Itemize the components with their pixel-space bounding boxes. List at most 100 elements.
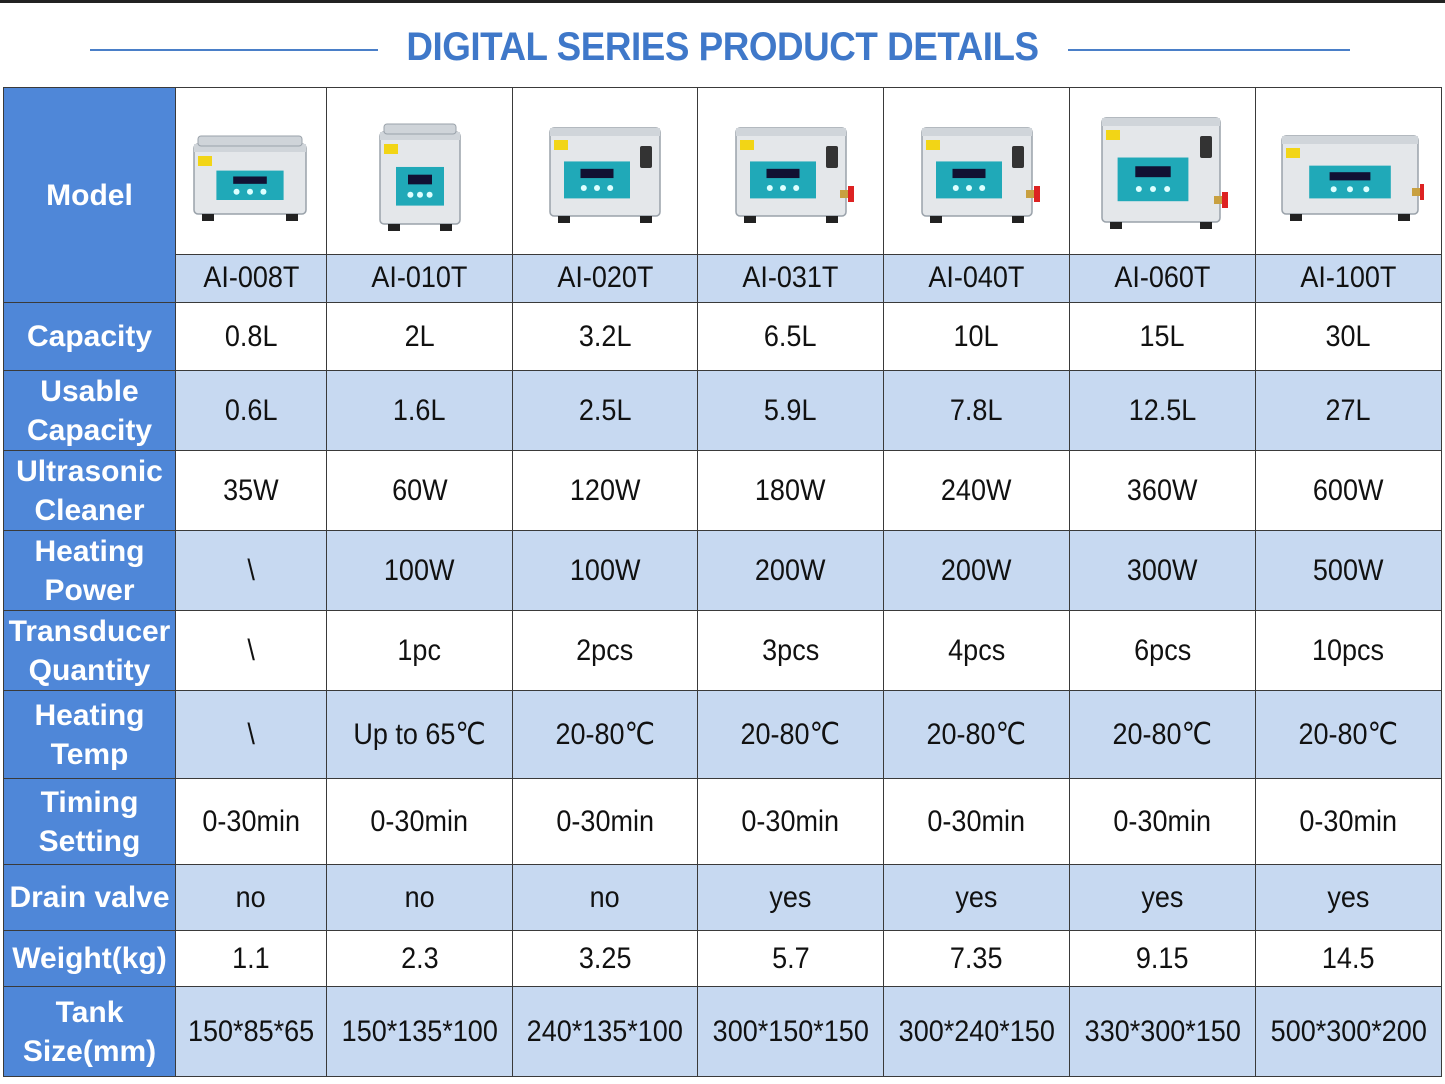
table-cell: 3pcs [697, 610, 884, 691]
cell-value: 200W [941, 553, 1012, 587]
table-cell: \ [175, 610, 327, 691]
table-cell: 1pc [326, 610, 513, 691]
table-cell: 300*150*150 [697, 986, 884, 1077]
spec-row: Capacity 0.8L 2L 3.2L 6.5L 10L 15L 30L [3, 302, 1442, 371]
table-cell: 2.5L [512, 370, 698, 451]
cell-value: 300W [1127, 553, 1198, 587]
table-cell: 300*240*150 [883, 986, 1070, 1077]
cell-value: 0-30min [1299, 804, 1398, 838]
table-cell: 6pcs [1069, 610, 1256, 691]
cell-value: 10L [953, 319, 1000, 353]
table-cell: Up to 65℃ [326, 690, 513, 779]
table-cell: 20-80℃ [512, 690, 698, 779]
cell-value: 20-80℃ [1298, 718, 1399, 751]
cell-value: 3pcs [761, 633, 820, 667]
cell-value: 0-30min [1113, 804, 1212, 838]
table-cell: 100W [512, 530, 698, 611]
table-cell: 200W [883, 530, 1070, 611]
cell-value: 14.5 [1322, 941, 1375, 975]
model-row: AI-008T AI-010T AI-020T AI-031T AI-040T AI-06… [4, 253, 1442, 304]
table-cell: 150*135*100 [326, 986, 513, 1077]
table-cell: 2L [326, 302, 513, 371]
cell-value: 300*150*150 [712, 1014, 869, 1048]
title-bar: DIGITAL SERIES PRODUCT DETAILS [0, 0, 1445, 88]
cell-value: 150*135*100 [341, 1014, 498, 1048]
table-cell: 0-30min [512, 778, 698, 865]
table-cell: 10pcs [1255, 610, 1442, 691]
cell-value: 7.8L [950, 393, 1003, 427]
ultrasonic-cleaner-icon [1257, 96, 1441, 246]
table-cell: yes [1069, 864, 1256, 931]
ultrasonic-cleaner-icon [177, 96, 326, 246]
table-cell: no [512, 864, 698, 931]
spec-table: Model AI-008T AI-010T AI-020T AI-031T AI-040… [3, 87, 1442, 1077]
model-name-cell: AI-020T [512, 253, 698, 304]
cell-value: 6pcs [1133, 633, 1192, 667]
cell-value: 240*135*100 [526, 1014, 684, 1048]
table-cell: 60W [326, 450, 513, 531]
model-name: AI-010T [371, 261, 468, 295]
spec-row: Timing Setting 0-30min 0-30min 0-30min 0-30m… [3, 778, 1442, 865]
cell-value: 20-80℃ [926, 718, 1027, 751]
table-cell: 120W [512, 450, 698, 531]
table-cell: 2.3 [326, 930, 513, 987]
row-label: Weight(kg) [3, 930, 176, 987]
model-header: Model [3, 87, 176, 303]
table-cell: 500*300*200 [1255, 986, 1442, 1077]
cell-value: 1.1 [232, 941, 270, 975]
cell-value: \ [247, 717, 255, 751]
table-cell: 5.7 [697, 930, 884, 987]
cell-value: 5.9L [764, 393, 817, 427]
cell-value: 20-80℃ [1112, 718, 1213, 751]
cell-value: 1pc [397, 633, 442, 667]
table-cell: no [175, 864, 327, 931]
table-cell: 7.35 [883, 930, 1070, 987]
cell-value: 2.5L [578, 393, 632, 427]
model-name: AI-020T [556, 261, 654, 295]
row-label: Capacity [3, 302, 176, 371]
cell-value: 2pcs [576, 633, 634, 667]
table-cell: 7.8L [883, 370, 1070, 451]
cell-value: 0-30min [741, 804, 840, 838]
table-cell: no [326, 864, 513, 931]
table-cell: 14.5 [1255, 930, 1442, 987]
cell-value: 0.8L [224, 319, 278, 353]
cell-value: yes [1141, 880, 1184, 914]
cell-value: 35W [223, 473, 279, 507]
table-cell: 330*300*150 [1069, 986, 1256, 1077]
cell-value: 5.7 [771, 941, 810, 975]
table-cell: yes [883, 864, 1070, 931]
cell-value: 30L [1325, 319, 1372, 353]
cell-value: 15L [1139, 319, 1186, 353]
table-cell: 10L [883, 302, 1070, 371]
table-cell: 0.8L [175, 302, 327, 371]
cell-value: 600W [1313, 473, 1384, 507]
table-cell: 9.15 [1069, 930, 1256, 987]
table-cell: 35W [175, 450, 327, 531]
cell-value: 9.15 [1136, 941, 1189, 975]
cell-value: no [589, 880, 621, 914]
product-image-cell [1255, 87, 1442, 255]
table-cell: 27L [1255, 370, 1442, 451]
table-cell: yes [1255, 864, 1442, 931]
cell-value: 100W [569, 553, 641, 587]
table-cell: 3.2L [512, 302, 698, 371]
cell-value: 300*240*150 [898, 1014, 1055, 1048]
cell-value: 20-80℃ [740, 718, 841, 751]
spec-row: Heating Temp \ Up to 65℃ 20-80℃ 20-80℃ 20-80℃… [3, 690, 1442, 779]
spec-row: Drain valve no no no yes yes yes yes [3, 864, 1442, 931]
table-cell: 1.6L [326, 370, 513, 451]
table-cell: 20-80℃ [697, 690, 884, 779]
product-image-cell [883, 87, 1070, 255]
cell-value: 200W [755, 553, 826, 587]
table-cell: 0-30min [883, 778, 1070, 865]
spec-row: Usable Capacity 0.6L 1.6L 2.5L 5.9L 7.8L 12.5L… [3, 370, 1442, 451]
model-name-cell: AI-040T [883, 253, 1070, 304]
table-cell: 0-30min [1255, 778, 1442, 865]
table-cell: 0.6L [175, 370, 327, 451]
row-label: Drain valve [3, 864, 176, 931]
model-name-cell: AI-008T [175, 253, 327, 304]
spec-row: Ultrasonic Cleaner 35W 60W 120W 180W 240W 360W… [3, 450, 1442, 531]
cell-value: 0-30min [927, 804, 1026, 838]
table-cell: 200W [697, 530, 884, 611]
